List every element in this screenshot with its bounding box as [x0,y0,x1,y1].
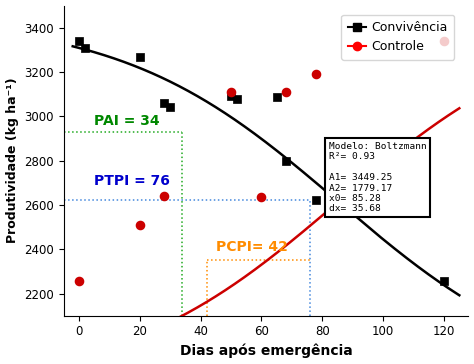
Y-axis label: Produtividade (kg ha⁻¹): Produtividade (kg ha⁻¹) [6,78,18,244]
Point [227,94,235,99]
Point [282,89,290,95]
Point [258,194,265,200]
Point [233,96,241,102]
Point [160,193,168,199]
Text: PCPI= 42: PCPI= 42 [216,241,288,254]
Point [75,38,82,44]
Point [312,198,320,203]
Text: Modelo: Boltzmann
R²= 0.93

A1= 3449.25
A2= 1779.17
x0= 85.28
dx= 35.68: Modelo: Boltzmann R²= 0.93 A1= 3449.25 A… [329,142,427,213]
Point [75,278,82,284]
Point [282,158,290,163]
Text: PTPI = 76: PTPI = 76 [94,174,170,188]
Point [312,71,320,77]
X-axis label: Dias após emergência: Dias após emergência [180,344,352,359]
Point [160,100,168,106]
Point [81,45,89,51]
Point [166,104,174,110]
Point [440,278,448,284]
Point [227,89,235,95]
Point [136,54,144,59]
Point [136,222,144,228]
Point [440,38,448,44]
Legend: Convivência, Controle: Convivência, Controle [341,15,454,60]
Text: PAI = 34: PAI = 34 [94,114,160,128]
Point [273,95,281,100]
